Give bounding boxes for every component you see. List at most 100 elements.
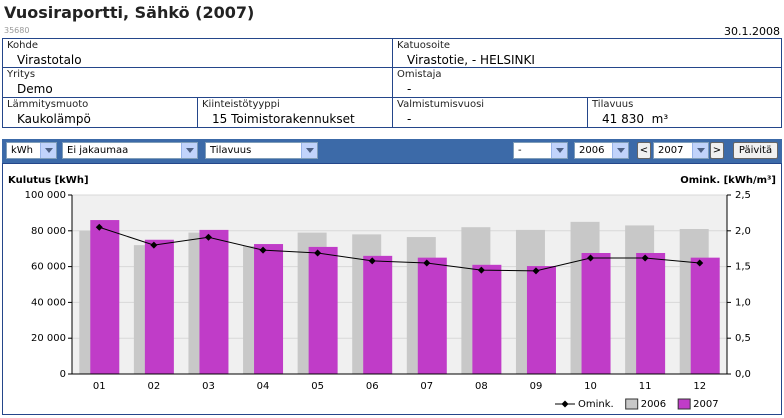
info-cell: Kohde Virastotalo xyxy=(2,38,393,68)
field-value: 41 830 m³ xyxy=(602,112,668,126)
field-label: Kohde xyxy=(7,40,39,51)
legend-swatch xyxy=(677,398,691,410)
select-text: Ei jakaumaa xyxy=(67,145,129,156)
info-cell: Yritys Demo xyxy=(2,67,393,98)
x-tick-label: 10 xyxy=(584,381,597,392)
refresh-button[interactable]: Päivitä xyxy=(733,142,778,159)
bar xyxy=(308,246,338,374)
x-tick-label: 11 xyxy=(639,381,652,392)
select-text: - xyxy=(518,145,522,156)
dropdown-arrow[interactable] xyxy=(551,143,567,158)
legend-label: 2006 xyxy=(641,399,666,410)
line xyxy=(99,226,700,272)
x-tick-label: 05 xyxy=(311,381,324,392)
filter-select[interactable]: - xyxy=(513,142,568,159)
y-tick-label: 0 xyxy=(60,369,66,380)
distribution-select[interactable]: Ei jakaumaa xyxy=(62,142,198,159)
field-label: Lämmitysmuoto xyxy=(7,99,89,110)
field-value: Demo xyxy=(17,82,53,96)
bar xyxy=(144,239,174,374)
select-text: 2007 xyxy=(658,145,684,156)
year-select[interactable]: 2006 xyxy=(574,142,629,159)
select-text: Tilavuus xyxy=(210,145,252,156)
field-label: Tilavuus xyxy=(592,99,634,110)
x-tick-label: 03 xyxy=(202,381,215,392)
legend-label: Omink. xyxy=(578,399,614,410)
year-select[interactable]: 2007 xyxy=(653,142,709,159)
line-marker xyxy=(204,233,212,241)
line-marker xyxy=(641,254,649,262)
volume-value: 41 830 xyxy=(602,112,644,126)
y2-tick-label: 0,5 xyxy=(735,333,751,344)
select-text: kWh xyxy=(11,145,34,156)
field-value: Virastotalo xyxy=(17,53,82,67)
select-text: 2006 xyxy=(579,145,605,156)
bar xyxy=(526,266,556,374)
info-cell: Valmistumisvuosi - xyxy=(392,97,588,128)
bar xyxy=(636,252,666,374)
line-marker xyxy=(532,267,540,275)
legend-label: 2007 xyxy=(693,399,718,410)
y-axis-label: Kulutus [kWh] xyxy=(8,175,89,186)
info-cell: Omistaja - xyxy=(392,67,782,98)
x-tick-label: 07 xyxy=(420,381,433,392)
volume-unit: m³ xyxy=(651,112,669,126)
unit-select[interactable]: kWh xyxy=(6,142,57,159)
bar xyxy=(199,229,229,374)
dropdown-arrow[interactable] xyxy=(301,143,317,158)
info-cell: Lämmitysmuoto Kaukolämpö xyxy=(2,97,198,128)
bar xyxy=(363,255,393,374)
line-marker xyxy=(259,246,267,254)
y2-tick-label: 0,0 xyxy=(735,369,751,380)
bar xyxy=(581,252,611,374)
bar xyxy=(417,257,447,374)
field-value: - xyxy=(407,112,412,126)
field-value: - xyxy=(407,82,412,96)
line-marker xyxy=(150,241,158,249)
y2-tick-label: 1,0 xyxy=(735,297,751,308)
basis-select[interactable]: Tilavuus xyxy=(205,142,318,159)
y-tick-label: 80 000 xyxy=(31,226,66,237)
prev-button[interactable]: < xyxy=(637,142,651,159)
plot-background xyxy=(72,195,727,374)
dropdown-arrow[interactable] xyxy=(181,143,197,158)
y-tick-label: 20 000 xyxy=(31,333,66,344)
dropdown-arrow[interactable] xyxy=(40,143,56,158)
line-marker xyxy=(368,257,376,265)
bar xyxy=(90,220,120,374)
x-tick-label: 02 xyxy=(148,381,161,392)
line-marker xyxy=(587,254,595,262)
chart: Kulutus [kWh] Omink. [kWh/m³] 0 20 000 40 … xyxy=(2,163,782,415)
line-marker xyxy=(423,259,431,267)
y-tick-label: 60 000 xyxy=(31,262,66,273)
x-tick-label: 04 xyxy=(257,381,270,392)
legend-marker xyxy=(561,400,569,408)
field-label: Yritys xyxy=(7,69,36,80)
line-marker xyxy=(314,249,322,257)
dropdown-arrow[interactable] xyxy=(612,143,628,158)
field-value: Virastotie, - HELSINKI xyxy=(407,53,535,67)
y2-tick-label: 2,0 xyxy=(735,226,751,237)
page-title: Vuosiraportti, Sähkö (2007) xyxy=(4,3,255,22)
x-tick-label: 06 xyxy=(366,381,379,392)
report-id: 35680 xyxy=(4,26,30,35)
x-tick-label: 12 xyxy=(693,381,706,392)
y2-tick-label: 2,5 xyxy=(735,190,751,201)
field-label: Kiinteistötyyppi xyxy=(202,99,280,110)
legend-swatch xyxy=(625,398,639,410)
field-label: Omistaja xyxy=(397,69,442,80)
line-marker xyxy=(95,223,103,231)
y-tick-label: 100 000 xyxy=(25,190,66,201)
info-cell: Kiinteistötyyppi 15 Toimistorakennukset xyxy=(197,97,393,128)
line-marker xyxy=(696,259,704,267)
next-button[interactable]: > xyxy=(710,142,724,159)
report-date: 30.1.2008 xyxy=(724,25,780,38)
field-value: Kaukolämpö xyxy=(17,112,91,126)
x-tick-label: 08 xyxy=(475,381,488,392)
field-label: Valmistumisvuosi xyxy=(397,99,485,110)
dropdown-arrow[interactable] xyxy=(692,143,708,158)
bar xyxy=(254,244,284,374)
field-label: Katuosoite xyxy=(397,40,451,51)
x-tick-label: 09 xyxy=(530,381,543,392)
